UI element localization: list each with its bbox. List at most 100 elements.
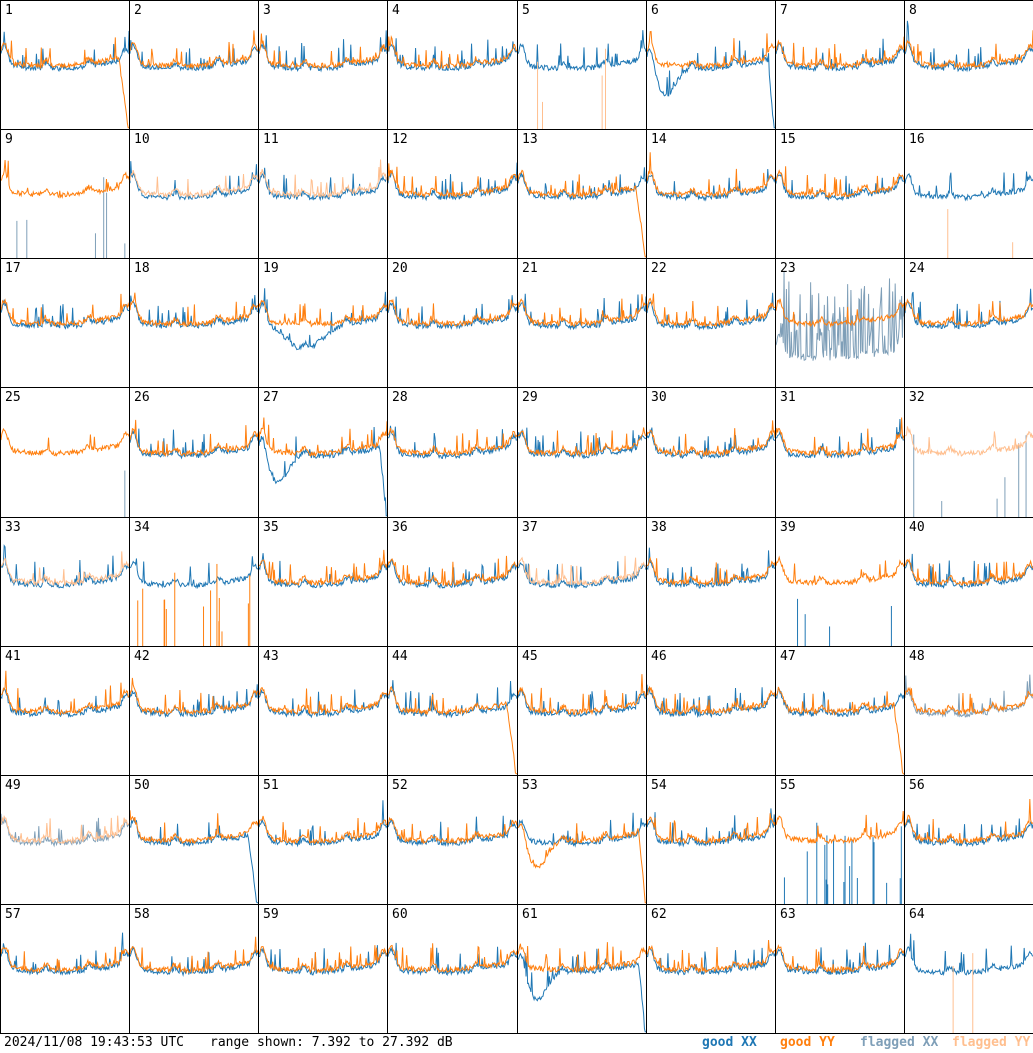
series-xx [647,40,775,129]
series-yy [1,551,129,587]
series-yy [388,816,517,845]
panel-27: 27 [258,387,388,518]
panel-17: 17 [0,258,130,388]
panel-label: 8 [909,3,917,18]
panel-label: 31 [780,390,796,405]
panel-label: 18 [134,261,150,276]
panel-label: 3 [263,3,271,18]
panel-18: 18 [129,258,259,388]
panel-plot [518,674,646,718]
series-xx [1,30,129,72]
panel-label: 20 [392,261,408,276]
panel-label: 63 [780,907,796,922]
series-yy [905,686,1033,716]
series-yy [647,939,775,974]
panel-plot [776,271,904,361]
series-yy [1,946,129,974]
panel-label: 58 [134,907,150,922]
panel-3: 3 [258,0,388,130]
series-xx [388,38,517,72]
panel-14: 14 [646,129,776,259]
panel-label: 5 [522,3,530,18]
panel-59: 59 [258,904,388,1034]
panel-label: 14 [651,132,667,147]
panel-label: 25 [5,390,21,405]
series-xx [388,162,517,202]
panel-53: 53 [517,775,647,905]
panel-label: 35 [263,520,279,535]
panel-label: 12 [392,132,408,147]
series-yy [647,685,775,716]
panel-label: 24 [909,261,925,276]
panel-plot [388,942,517,977]
panel-label: 57 [5,907,21,922]
panel-label: 50 [134,778,150,793]
series-yy [130,419,258,458]
panel-plot [259,549,387,589]
panel-58: 58 [129,904,259,1034]
series-yy [388,34,517,70]
panel-label: 46 [651,649,667,664]
panel-plot [905,933,1033,1033]
series-xx [518,812,646,848]
series-xx [130,294,258,329]
series-yy [1,160,129,199]
panel-16: 16 [904,129,1033,259]
series-yy [1,293,129,327]
panel-label: 64 [909,907,925,922]
panel-plot [647,684,775,719]
series-xx [388,558,517,589]
series-yy [905,426,1033,457]
series-yy-spikes [952,953,974,1033]
panel-39: 39 [775,517,905,647]
panel-plot [130,556,258,646]
panel-label: 19 [263,261,279,276]
series-yy [130,30,258,70]
series-yy [647,152,775,198]
panel-57: 57 [0,904,130,1034]
panel-label: 26 [134,390,150,405]
series-yy [518,674,646,716]
panel-plot [259,417,387,517]
panel-label: 37 [522,520,538,535]
series-xx [259,945,387,976]
series-yy [130,169,258,199]
panel-23: 23 [775,258,905,388]
panel-plot [518,167,646,258]
legend-flagged-xx: flagged XX [860,1035,939,1050]
panel-plot [259,945,387,976]
panel-22: 22 [646,258,776,388]
panel-12: 12 [387,129,518,259]
series-xx [776,419,904,460]
series-yy [388,427,517,457]
panel-15: 15 [775,129,905,259]
panel-label: 17 [5,261,21,276]
panel-31: 31 [775,387,905,518]
series-yy-spikes [137,563,251,646]
series-yy [1,427,129,457]
panel-label: 39 [780,520,796,535]
legend-good-yy: good YY [780,1035,835,1050]
series-xx [130,945,258,978]
panel-label: 45 [522,649,538,664]
panel-plot [518,942,646,1033]
series-yy [518,169,646,258]
series-yy-spikes [947,209,1014,258]
panel-label: 1 [5,3,13,18]
panel-label: 59 [263,907,279,922]
panel-13: 13 [517,129,647,259]
panel-plot [388,295,517,330]
series-xx [905,553,1033,590]
series-yy [776,686,904,775]
panel-plot [1,670,129,718]
legend-good-xx: good XX [702,1035,757,1050]
panel-47: 47 [775,646,905,776]
panel-label: 36 [392,520,408,535]
panel-plot [905,426,1033,517]
panel-6: 6 [646,0,776,130]
footer: 2024/11/08 19:43:53 UTC range shown: 7.3… [0,1033,1033,1053]
panel-plot [647,547,775,589]
panel-42: 42 [129,646,259,776]
panel-label: 42 [134,649,150,664]
